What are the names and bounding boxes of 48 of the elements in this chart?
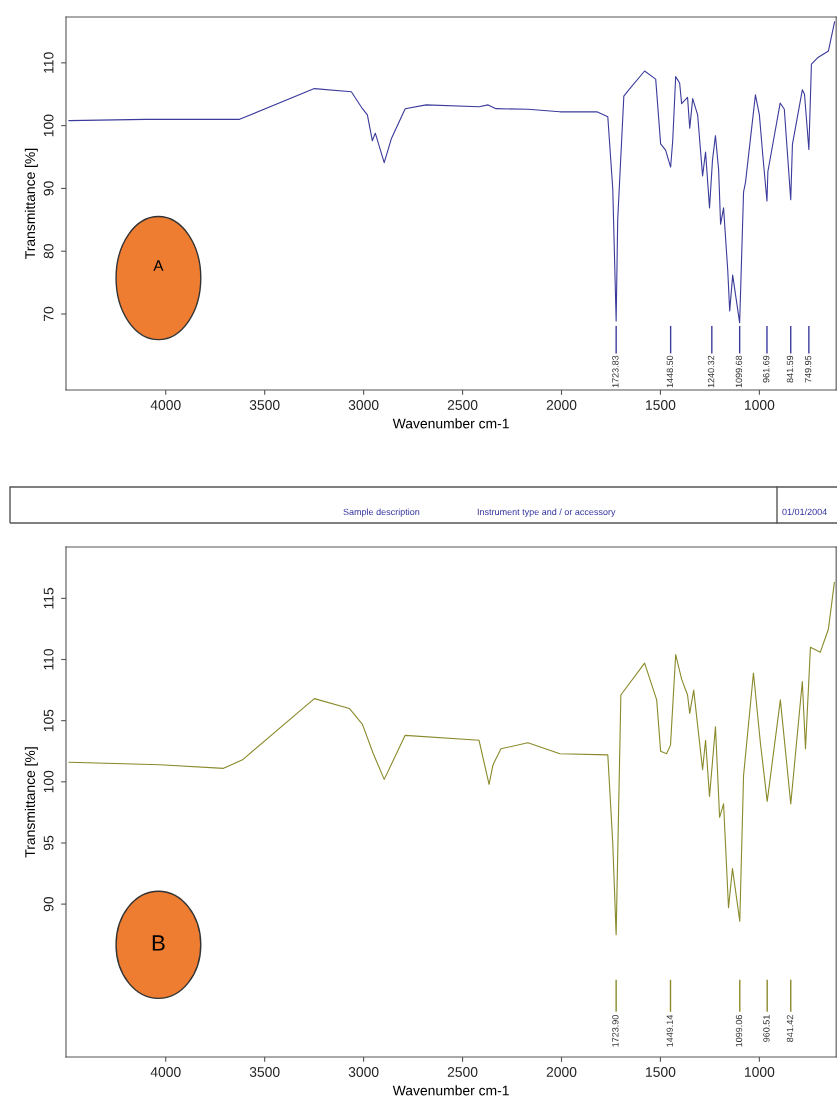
y-tick-label: 95 xyxy=(43,835,54,851)
x-tick-label: 3500 xyxy=(249,1067,280,1077)
x-tick-label: 3500 xyxy=(249,400,280,410)
y-tick-label: 105 xyxy=(43,709,54,732)
ref-line-label: 1448.50 xyxy=(666,355,674,388)
x-tick-label: 2000 xyxy=(546,1067,577,1077)
x-tick-label: 2000 xyxy=(546,400,577,410)
line-series xyxy=(68,21,836,324)
x-tick-label: 1000 xyxy=(745,1067,775,1077)
y-tick-label: 100 xyxy=(43,770,54,793)
annotation: B xyxy=(152,935,165,951)
ref-line-label: 841.59 xyxy=(786,355,794,383)
text: 01/01/2004 xyxy=(782,508,827,516)
x-axis-title: Wavenumber cm-1 xyxy=(392,1085,509,1096)
ref-line-label: 1099.68 xyxy=(735,355,743,388)
x-axis-title: Wavenumber cm-1 xyxy=(392,418,509,429)
y-tick-label: 80 xyxy=(43,244,54,259)
annotation: A xyxy=(153,260,164,271)
text: Sample description xyxy=(343,508,420,517)
x-tick-label: 2500 xyxy=(447,1067,478,1077)
x-tick-label: 3000 xyxy=(348,1067,379,1077)
line-series xyxy=(68,581,835,936)
ref-line-label: 961.69 xyxy=(763,355,770,383)
ref-line-label: 1449.14 xyxy=(666,1014,673,1047)
y-axis-title: Transmittance [%] xyxy=(24,148,38,259)
x-tick-label: 2500 xyxy=(447,400,478,410)
ref-line-label: 1240.32 xyxy=(707,355,715,388)
ref-line-label: 1723.83 xyxy=(612,355,619,388)
y-tick-label: 70 xyxy=(43,306,54,322)
x-tick-label: 4000 xyxy=(150,400,181,410)
x-tick-label: 1500 xyxy=(646,400,676,410)
text: Instrument type and / or accessory xyxy=(477,508,616,517)
y-tick-label: 90 xyxy=(43,896,54,912)
x-tick-label: 3000 xyxy=(348,400,379,410)
x-tick-label: 1500 xyxy=(646,1067,676,1077)
x-tick-label: 1000 xyxy=(745,400,775,410)
y-tick-label: 90 xyxy=(43,181,54,196)
x-tick-label: 4000 xyxy=(150,1067,181,1077)
y-tick-label: 110 xyxy=(43,52,54,73)
y-tick-label: 115 xyxy=(43,587,54,609)
y-tick-label: 110 xyxy=(43,648,54,670)
ref-line-label: 749.95 xyxy=(804,355,812,383)
ref-line-label: 960.51 xyxy=(763,1015,770,1042)
ref-line-label: 1099.06 xyxy=(735,1015,743,1047)
y-axis-title: Transmittance [%] xyxy=(24,747,38,858)
y-tick-label: 100 xyxy=(43,114,54,137)
ref-line-label: 841.42 xyxy=(786,1015,794,1042)
ref-line-label: 1723.90 xyxy=(612,1015,619,1047)
